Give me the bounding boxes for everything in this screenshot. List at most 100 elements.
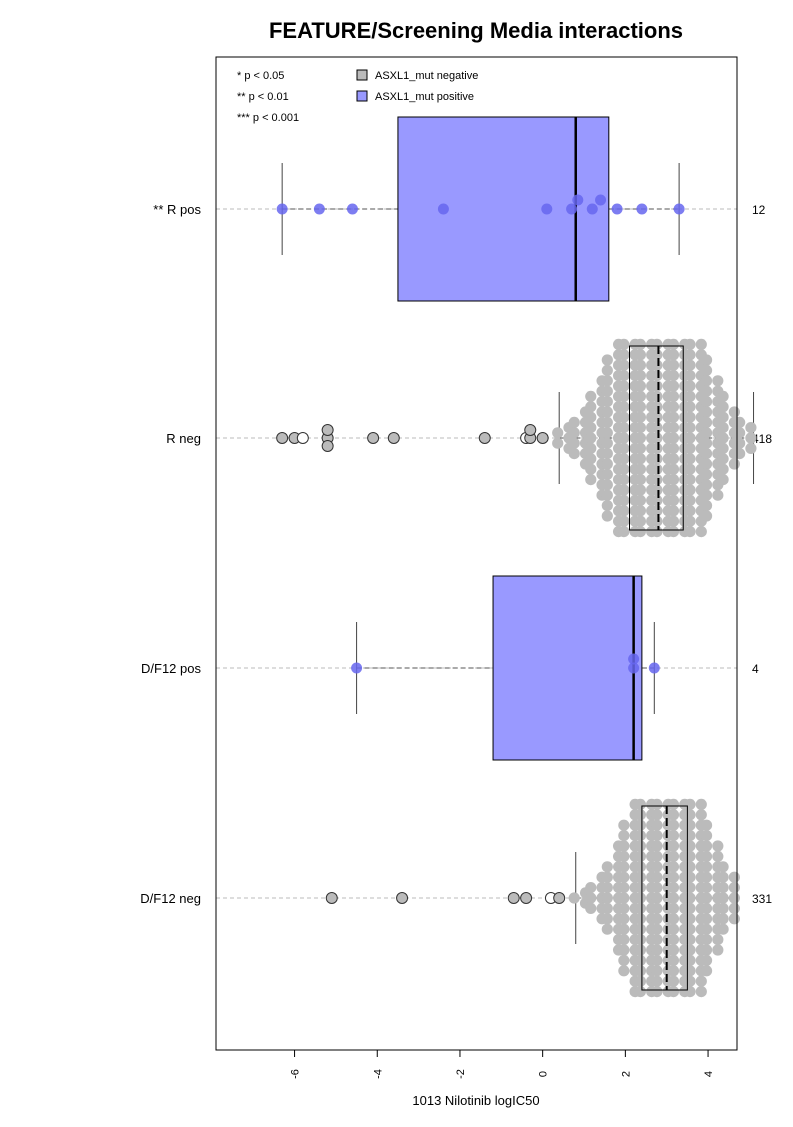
x-tick-label: 2: [620, 1071, 632, 1077]
data-point: [634, 892, 646, 904]
data-point: [618, 390, 630, 402]
data-point: [700, 923, 713, 935]
data-point: [667, 349, 680, 361]
data-point: [745, 442, 757, 454]
data-point: [667, 871, 680, 883]
data-point: [651, 975, 663, 987]
data-point: [618, 338, 630, 350]
data-point: [618, 913, 630, 925]
data-point: [313, 203, 325, 215]
data-point: [712, 944, 724, 956]
data-point: [634, 505, 646, 517]
data-point: [684, 923, 696, 935]
group-2: D/F12 pos 4: [141, 575, 759, 761]
data-point: [611, 203, 623, 215]
data-point: [651, 380, 663, 392]
data-point: [634, 349, 646, 361]
data-point: [700, 902, 713, 915]
data-point: [601, 458, 613, 470]
data-point: [684, 965, 696, 977]
data-point: [684, 871, 696, 883]
data-point: [618, 453, 630, 465]
data-point: [634, 422, 646, 434]
data-point: [667, 923, 680, 935]
data-point: [618, 923, 630, 935]
data-point: [651, 453, 663, 465]
outlier-point: [296, 432, 309, 444]
data-point: [634, 809, 646, 821]
data-point: [601, 489, 613, 501]
data-point: [684, 422, 696, 434]
data-point: [734, 427, 746, 439]
groups-layer: ** R pos 12 R neg 418 D/F12 pos 4 D/F12 neg 331: [140, 116, 772, 998]
group-label: D/F12 neg: [140, 891, 201, 906]
data-point: [601, 902, 613, 915]
data-point: [552, 437, 564, 449]
data-point: [651, 349, 663, 361]
data-point: [700, 954, 713, 967]
data-point: [618, 882, 630, 894]
data-point: [684, 359, 696, 371]
data-point: [601, 892, 613, 904]
data-point: [700, 510, 713, 522]
outlier-point: [367, 432, 380, 444]
data-point: [728, 902, 740, 915]
data-point: [618, 494, 630, 506]
data-point: [568, 416, 580, 428]
data-point: [568, 892, 580, 904]
data-point: [684, 975, 696, 987]
data-point: [667, 954, 680, 967]
data-point: [618, 861, 630, 873]
data-point: [684, 370, 696, 382]
data-point: [700, 819, 713, 831]
data-point: [667, 494, 680, 506]
data-point: [667, 809, 680, 821]
legend-swatch: [356, 69, 368, 81]
data-point: [667, 411, 680, 423]
data-point: [651, 442, 663, 454]
data-point: [651, 390, 663, 402]
data-point: [634, 975, 646, 987]
data-point: [585, 432, 597, 444]
data-point: [700, 416, 713, 428]
data-point: [684, 442, 696, 454]
data-point: [634, 830, 646, 842]
data-point: [636, 203, 648, 215]
data-point: [667, 463, 680, 475]
data-point: [651, 494, 663, 506]
x-tick-label: -4: [372, 1069, 384, 1079]
data-point: [634, 819, 646, 831]
data-point: [700, 385, 713, 397]
legend-swatch: [356, 90, 368, 102]
data-point: [651, 986, 663, 998]
data-point: [618, 892, 630, 904]
data-point: [601, 500, 613, 512]
data-point: [585, 902, 597, 915]
data-point: [651, 411, 663, 423]
data-point: [700, 354, 713, 366]
data-point: [601, 448, 613, 460]
data-point: [601, 510, 613, 522]
group-count: 12: [752, 203, 766, 217]
data-point: [618, 380, 630, 392]
data-point: [651, 965, 663, 977]
data-point: [728, 406, 740, 418]
data-point: [700, 871, 713, 883]
data-point: [618, 819, 630, 831]
data-point: [684, 349, 696, 361]
outlier-point: [478, 432, 491, 444]
data-point: [634, 934, 646, 946]
data-point: [667, 432, 680, 444]
data-point: [667, 934, 680, 946]
data-point: [634, 401, 646, 413]
data-point: [585, 411, 597, 423]
data-point: [585, 463, 597, 475]
data-point: [651, 422, 663, 434]
data-point: [634, 463, 646, 475]
data-point: [634, 798, 646, 811]
data-point: [717, 871, 729, 883]
data-point: [634, 526, 646, 538]
data-point: [684, 840, 696, 852]
